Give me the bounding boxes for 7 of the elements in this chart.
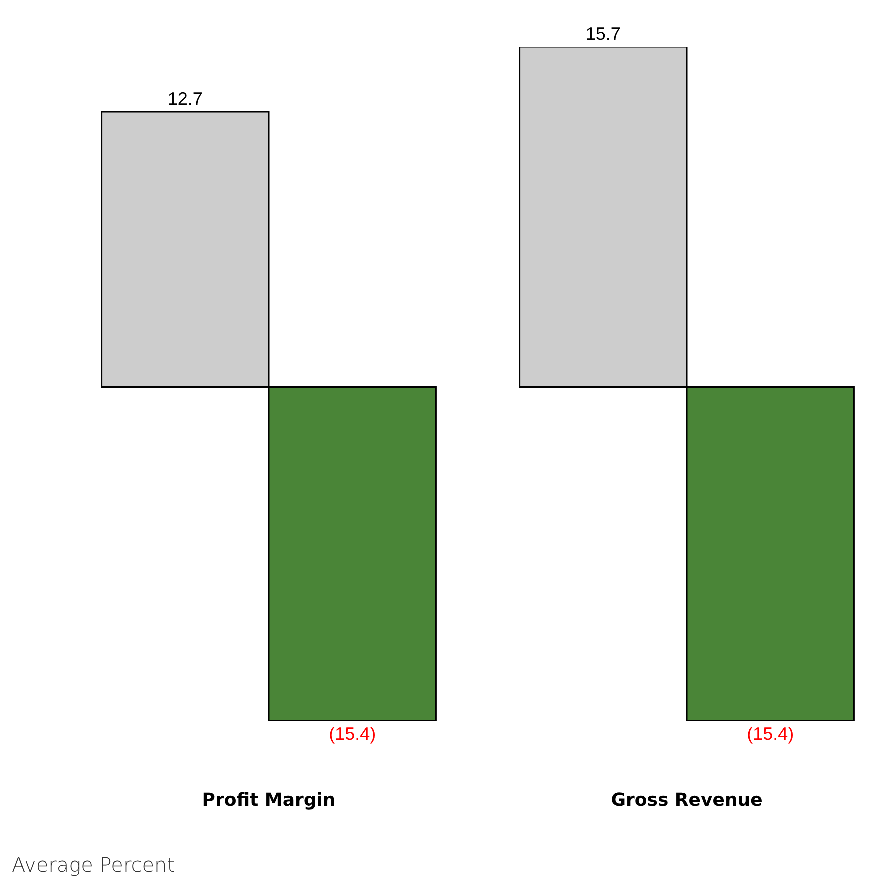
x-tick-label: Gross Revenue [611, 790, 763, 811]
data-label: (15.4) [329, 724, 376, 744]
data-label: (15.4) [747, 724, 794, 744]
x-tick-label: Profit Margin [202, 790, 336, 811]
text: Average Percent [12, 853, 176, 877]
data-label: 12.7 [168, 89, 203, 110]
data-label: 15.7 [586, 24, 621, 44]
